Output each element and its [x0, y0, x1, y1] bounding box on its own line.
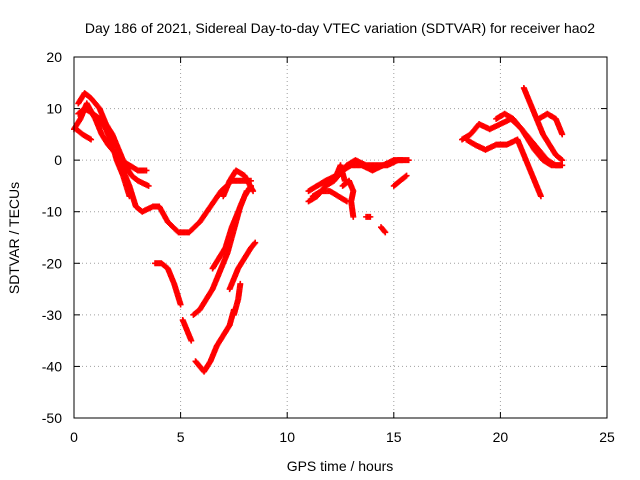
x-tick-label: 0 [70, 429, 78, 445]
y-tick-label: -50 [42, 410, 62, 426]
y-tick-label: -20 [42, 255, 62, 271]
data-point [145, 182, 152, 189]
data-point [88, 136, 95, 143]
y-tick-label: 10 [46, 101, 62, 117]
data-point [250, 188, 257, 195]
data-point [177, 301, 184, 308]
data-point [188, 337, 195, 344]
data-point [403, 172, 410, 179]
data-markers [71, 84, 566, 375]
data-point [559, 162, 566, 169]
sample-marker [402, 173, 409, 180]
data-point [367, 213, 374, 220]
data-point [143, 167, 150, 174]
data-point [350, 213, 357, 220]
plot-frame [73, 56, 608, 419]
y-tick-label: -10 [42, 204, 62, 220]
sample-marker [558, 156, 565, 163]
data-point [405, 157, 412, 164]
x-tick-label: 15 [386, 429, 402, 445]
x-axis-label: GPS time / hours [287, 458, 394, 474]
data-point [126, 193, 133, 200]
x-tick-label: 5 [177, 429, 185, 445]
x-tick-label: 10 [279, 429, 295, 445]
y-tick-label: 20 [46, 49, 62, 65]
sample-marker [381, 228, 388, 235]
data-point [537, 193, 544, 200]
y-tick-label: 0 [54, 152, 62, 168]
data-point [559, 157, 566, 164]
x-tick-label: 25 [599, 429, 615, 445]
data-point [382, 229, 389, 236]
y-axis-label: SDTVAR / TECUs [6, 182, 22, 294]
x-tick-label: 20 [493, 429, 509, 445]
sample-marker [251, 240, 258, 247]
y-tick-label: -30 [42, 307, 62, 323]
chart-title: Day 186 of 2021, Sidereal Day-to-day VTE… [85, 20, 595, 36]
data-point [237, 280, 244, 287]
data-point [559, 131, 566, 138]
data-point [252, 239, 259, 246]
grid [74, 57, 607, 418]
axis-ticks: 0 5 10 15 20 25 20 10 0 -10 -20 -30 -40 -50 [42, 49, 615, 445]
data-point [341, 177, 348, 184]
y-tick-label: -40 [42, 358, 62, 374]
